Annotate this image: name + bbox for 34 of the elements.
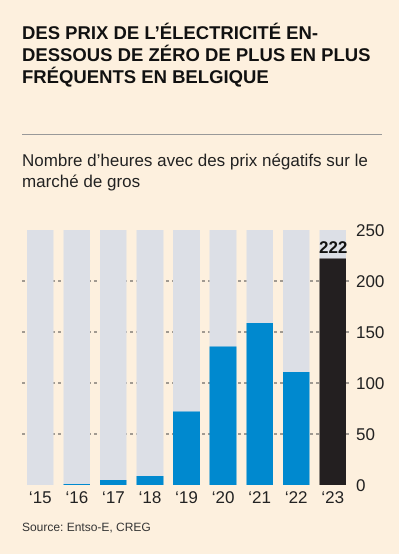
x-tick-label: ‘18: [138, 488, 162, 507]
bar: [210, 230, 236, 346]
y-tick-label: 100: [356, 374, 384, 393]
x-tick-label: ‘22: [284, 488, 308, 507]
x-tick-label: ‘23: [321, 488, 344, 507]
bar: [136, 230, 164, 476]
x-tick-label: ‘17: [102, 488, 125, 507]
y-tick-label: 250: [356, 220, 384, 240]
x-tick-label: ‘21: [248, 488, 271, 507]
y-tick-label: 0: [356, 476, 366, 495]
chart-subtitle: Nombre d’heures avec des prix négatifs sur le marché de gros: [22, 150, 369, 192]
y-tick-label: 50: [356, 424, 375, 444]
bar: [282, 372, 310, 485]
bar: [210, 346, 236, 485]
data-label: 222: [319, 238, 348, 257]
x-tick-label: ‘15: [28, 488, 52, 507]
x-tick-label: ‘19: [175, 488, 198, 507]
y-tick-label: 150: [356, 322, 384, 342]
source-note: Source: Entso-E, CREG: [22, 520, 151, 534]
bar: [136, 476, 164, 485]
bar: [63, 230, 90, 484]
bar: [246, 322, 273, 485]
bar: [319, 258, 346, 485]
chart-title: DES PRIX DE L’ÉLECTRICITÉ EN-DESSOUS DE ZÉRO DE PLUS EN PLUS FRÉQUENTS EN BELGIQUE: [22, 22, 372, 88]
bar: [173, 412, 200, 485]
bar: [173, 230, 200, 412]
x-tick-label: ‘16: [65, 488, 88, 507]
y-tick-label: 200: [356, 272, 384, 291]
bar: [246, 230, 273, 323]
x-tick-label: ‘20: [212, 488, 234, 507]
bar: [26, 230, 54, 485]
bar: [282, 230, 310, 372]
bar: [100, 230, 127, 480]
bar: [100, 480, 127, 485]
